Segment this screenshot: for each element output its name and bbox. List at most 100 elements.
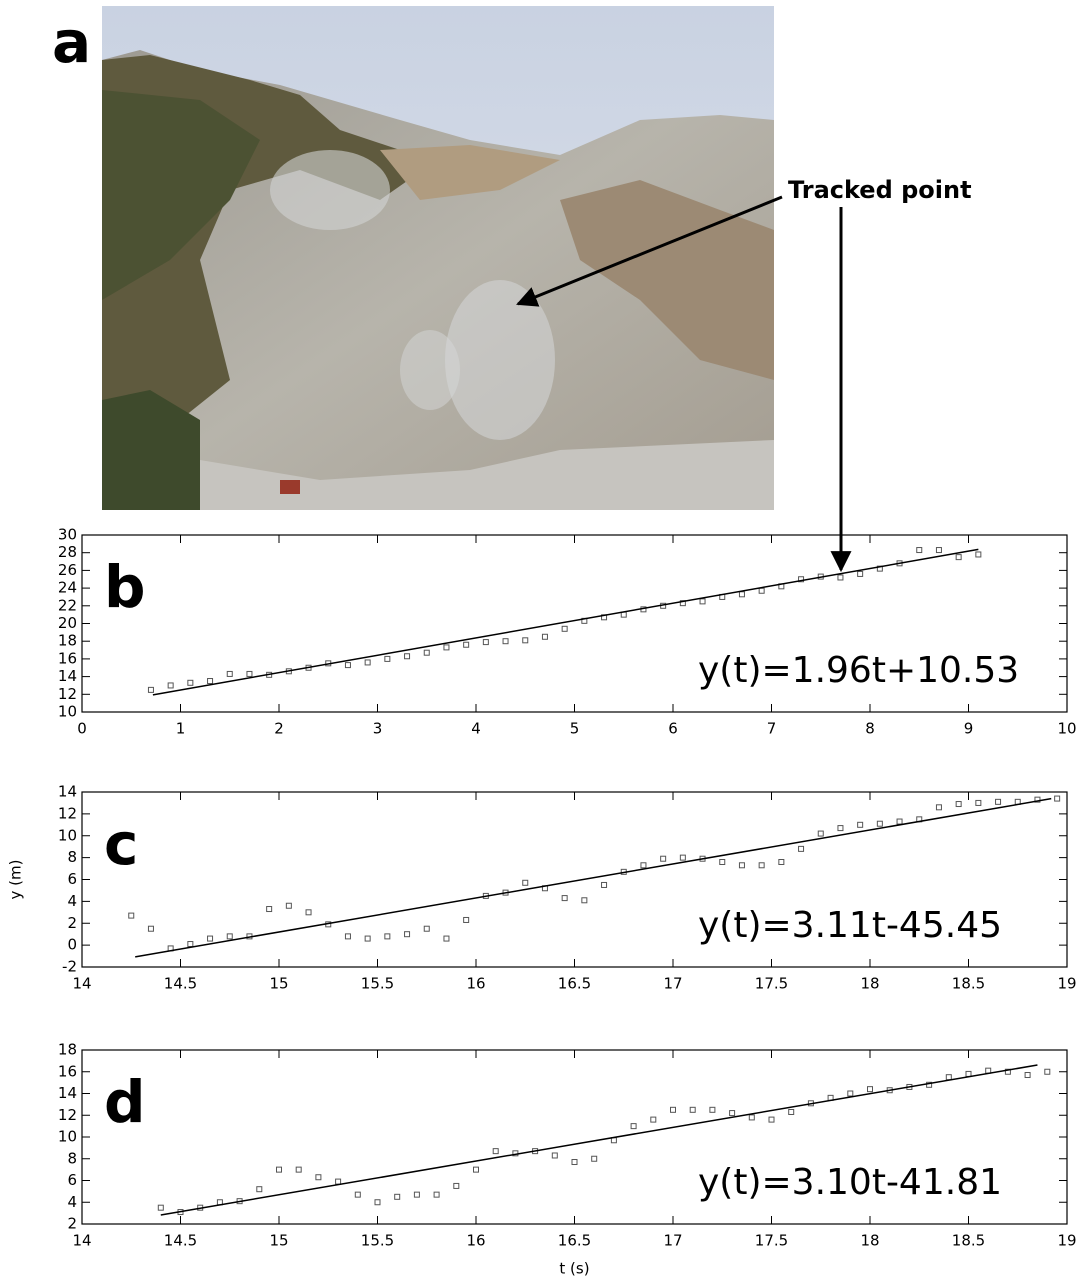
point (147, 686, 154, 693)
point (187, 679, 194, 686)
point (1004, 1068, 1011, 1075)
point (492, 1148, 499, 1155)
point (246, 670, 253, 677)
point (798, 845, 805, 852)
point (945, 1074, 952, 1081)
point (541, 633, 548, 640)
fit-line (160, 1064, 1038, 1216)
x-tick-label: 16 (466, 975, 485, 993)
point (433, 1191, 440, 1198)
point (857, 570, 864, 577)
point (955, 801, 962, 808)
point (650, 1116, 657, 1123)
point (482, 639, 489, 646)
x-tick-label: 15.5 (361, 1232, 394, 1250)
point (276, 1166, 282, 1173)
x-tick-label: 18 (860, 1232, 879, 1250)
point (867, 1086, 873, 1093)
x-axis-label: t (s) (559, 1260, 589, 1278)
point (571, 1159, 578, 1166)
point (413, 1191, 420, 1198)
point (581, 897, 588, 904)
x-tick-label: 14.5 (164, 975, 197, 993)
point (561, 625, 568, 632)
y-tick-label: 24 (58, 579, 77, 597)
x-tick-label: 17.5 (755, 975, 788, 993)
fit-line (152, 548, 979, 696)
point (364, 659, 371, 666)
y-tick-label: 2 (67, 914, 77, 932)
point (305, 909, 312, 916)
y-tick-label: 10 (58, 1128, 77, 1146)
point (817, 830, 824, 837)
point (364, 935, 371, 942)
x-tick-label: 4 (471, 720, 481, 738)
y-tick-label: 16 (58, 649, 77, 667)
x-tick-label: 15 (269, 1232, 288, 1250)
x-tick-label: 15 (269, 975, 288, 993)
point (896, 818, 903, 825)
panel-label: b (104, 553, 146, 621)
x-tick-label: 14 (72, 975, 91, 993)
point (443, 935, 450, 942)
point (1054, 795, 1061, 802)
point (226, 670, 233, 677)
y-tick-label: 8 (67, 1149, 77, 1167)
y-tick-label: 12 (58, 804, 77, 822)
point (207, 935, 214, 942)
point (729, 1110, 736, 1117)
x-tick-label: 1 (176, 720, 186, 738)
point (660, 855, 667, 862)
equation: y(t)=3.10t-41.81 (698, 1162, 1002, 1203)
point (384, 933, 391, 940)
point (394, 1193, 401, 1200)
y-tick-label: 14 (58, 783, 77, 801)
point (630, 1123, 637, 1130)
point (857, 821, 864, 828)
point (187, 941, 194, 948)
point (709, 1106, 716, 1113)
x-tick-label: 18.5 (952, 1232, 985, 1250)
equation: y(t)=1.96t+10.53 (698, 650, 1019, 691)
point (1044, 1068, 1051, 1075)
point (522, 879, 529, 886)
point (374, 1199, 381, 1206)
y-tick-label: 14 (58, 667, 77, 685)
x-tick-label: 6 (668, 720, 678, 738)
equation: y(t)=3.11t-45.45 (698, 905, 1002, 946)
x-tick-label: 19 (1057, 975, 1076, 993)
point (128, 912, 135, 919)
point (266, 906, 273, 913)
point (344, 933, 351, 940)
point (837, 825, 844, 832)
point (443, 644, 450, 651)
point (423, 649, 430, 656)
point (404, 931, 411, 938)
x-tick-label: 17 (663, 975, 682, 993)
point (354, 1191, 361, 1198)
point (965, 1070, 972, 1077)
x-tick-label: 0 (77, 720, 87, 738)
x-tick-label: 10 (1057, 720, 1076, 738)
point (522, 637, 529, 644)
y-tick-label: 14 (58, 1084, 77, 1102)
annotation: Tracked point (788, 176, 972, 204)
point (837, 574, 844, 581)
point (502, 638, 509, 645)
point (719, 859, 726, 865)
point (778, 859, 785, 865)
point (157, 1204, 164, 1211)
panel-label: d (104, 1068, 146, 1136)
x-tick-label: 7 (767, 720, 777, 738)
y-tick-label: 18 (58, 632, 77, 650)
x-tick-label: 5 (570, 720, 580, 738)
point (670, 1106, 676, 1113)
x-tick-label: 2 (274, 720, 284, 738)
point (463, 641, 470, 648)
point (473, 1166, 479, 1173)
point (453, 1182, 460, 1189)
x-tick-label: 14.5 (164, 1232, 197, 1250)
y-tick-label: 20 (58, 614, 77, 632)
y-tick-label: 0 (67, 936, 77, 954)
point (798, 576, 805, 583)
